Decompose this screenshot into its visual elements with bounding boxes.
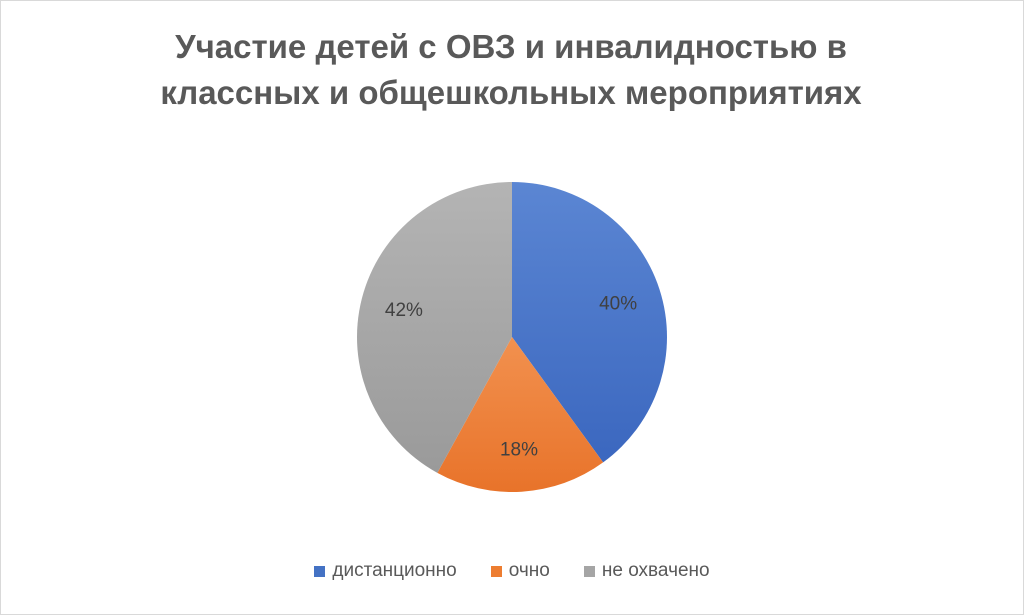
- legend-label-not-covered: не охвачено: [601, 560, 710, 581]
- legend-label-in-person: очно: [508, 560, 550, 581]
- legend-item-in-person: очно: [490, 560, 550, 582]
- legend-label-distance: дистанционно: [332, 560, 457, 581]
- legend-item-distance: дистанционно: [314, 560, 457, 582]
- chart-title-line-2: классных и общешкольных мероприятиях: [160, 74, 862, 111]
- pie-slice-in-person: [437, 337, 604, 492]
- legend: дистанционно очно не охвачено: [0, 560, 1024, 582]
- legend-swatch-distance: [314, 565, 326, 577]
- pie-slice-distance: [512, 182, 667, 463]
- chart-title-line-1: Участие детей с ОВЗ и инвалидностью в: [175, 28, 847, 65]
- legend-swatch-not-covered: [583, 565, 595, 577]
- chart-title: Участие детей с ОВЗ и инвалидностью в кл…: [0, 24, 1022, 116]
- pie-slice-not-covered: [357, 182, 512, 473]
- data-label-not-covered: 42%: [385, 300, 423, 321]
- data-label-distance: 40%: [599, 294, 637, 315]
- legend-item-not-covered: не охвачено: [583, 560, 710, 582]
- data-label-in-person: 18%: [500, 439, 538, 460]
- legend-swatch-in-person: [490, 565, 502, 577]
